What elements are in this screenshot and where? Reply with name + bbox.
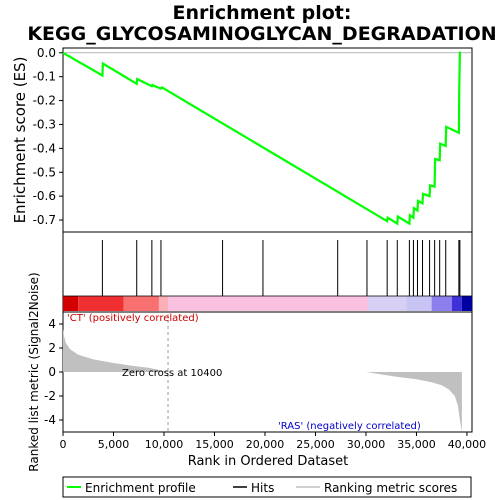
legend-metric-label: Ranking metric scores [324,481,457,495]
rank-bar [63,295,472,311]
metric-y-tick-label: 4 [48,317,56,331]
rank-bar-segment [451,296,462,311]
rank-bar-segment [367,296,407,311]
zero-cross-label: Zero cross at 10400 [122,368,222,379]
es-y-tick-label: -0.7 [33,213,56,227]
es-y-tick-label: -0.1 [33,70,56,84]
es-y-tick-label: -0.3 [33,117,56,131]
legend-enrichment-label: Enrichment profile [85,481,196,495]
metric-y-tick-label: -2 [44,389,56,403]
x-axis-label: Rank in Ordered Dataset [188,454,349,469]
rank-bar-segment [78,296,124,311]
metric-layer [63,314,462,432]
x-tick-label: 15,000 [195,438,234,451]
rank-bar-segment [123,296,159,311]
es-curve [62,51,461,226]
es-y-axis-label: Enrichment score (ES) [11,57,29,224]
es-y-tick-label: -0.2 [33,94,56,108]
es-line-layer [62,51,472,226]
chart-title-line2: KEGG_GLYCOSAMINOGLYCAN_DEGRADATION [27,23,496,45]
chart-title-line1: Enrichment plot: [173,2,352,24]
hits-layer [101,240,461,296]
rank-bar-segment [431,296,452,311]
negative-correlation-label: 'RAS' (negatively correlated) [278,421,421,432]
metric-y-axis-label: Ranked list metric (Signal2Noise) [27,272,41,471]
positive-correlation-label: 'CT' (positively correlated) [67,313,199,324]
rank-bar-segment [158,296,169,311]
rank-bar-segment [168,296,366,311]
legend-hits-label: Hits [251,481,274,495]
rank-bar-segment [461,296,472,311]
x-tick-label: 0 [60,438,67,451]
x-tick-label: 20,000 [246,438,285,451]
metric-area [63,328,462,432]
x-axis: 0 5,000 10,000 15,000 20,000 25,000 30,000 35,0… [60,432,487,451]
rank-bar-segment [406,296,432,311]
es-y-axis: 0.0 -0.1 -0.2 -0.3 -0.4 -0.5 -0.6 -0.7 [33,46,63,227]
es-y-tick-label: 0.0 [37,46,56,60]
metric-y-axis: 4 2 0 -2 -4 [44,317,63,427]
x-tick-label: 10,000 [145,438,184,451]
es-y-tick-label: -0.4 [33,141,56,155]
x-tick-label: 35,000 [397,438,436,451]
x-tick-label: 40,000 [448,438,487,451]
metric-y-tick-label: 0 [48,365,56,379]
x-tick-label: 30,000 [347,438,386,451]
es-y-tick-label: -0.6 [33,189,56,203]
x-tick-label: 25,000 [296,438,335,451]
metric-y-tick-label: -4 [44,413,56,427]
legend: Enrichment profile Hits Ranking metric s… [62,476,472,498]
es-y-tick-label: -0.5 [33,165,56,179]
legend-box [62,476,472,498]
rank-bar-segment [63,296,79,311]
metric-y-tick-label: 2 [48,341,56,355]
x-tick-label: 5,000 [98,438,130,451]
rank-bar-segment [365,296,368,311]
